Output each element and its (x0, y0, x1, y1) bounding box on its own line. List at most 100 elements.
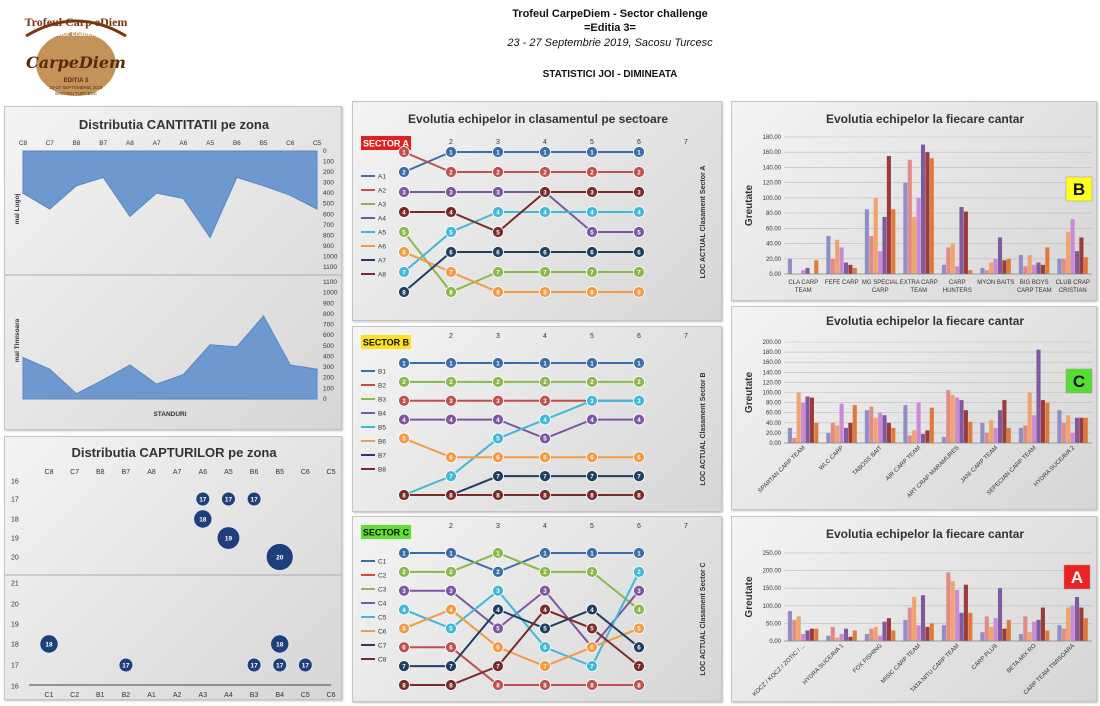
sector-marker-label: 4 (449, 209, 453, 216)
bar (852, 267, 857, 274)
chart-capturi: Distributia CAPTURILOR pe zona C8 C7 B8 B7 A8… (5, 445, 341, 699)
bar (869, 628, 874, 641)
sector-xtick-label: 6 (637, 139, 641, 146)
bar-category-label: CRISTIAN (1059, 288, 1087, 294)
bar (1061, 628, 1066, 641)
bar-ytick-label: 250.00 (763, 551, 782, 557)
capturi-ytick-label: 19 (11, 536, 19, 543)
sector-marker-label: 7 (590, 269, 594, 276)
bar (916, 197, 921, 274)
sector-series-line (404, 191, 639, 233)
sector-marker-label: 6 (590, 249, 594, 256)
sector-marker (586, 266, 598, 278)
bar (959, 207, 964, 274)
sector-marker (445, 146, 457, 158)
sector-marker-label: 8 (402, 289, 406, 296)
sector-marker (633, 470, 645, 483)
bar (925, 430, 930, 443)
sector-marker-label: 4 (496, 209, 500, 216)
area-category-label: B5 (260, 140, 268, 147)
bar (1066, 232, 1071, 274)
sector-xtick-label: 2 (449, 139, 453, 146)
sector-marker (633, 547, 645, 559)
sector-marker (633, 565, 645, 578)
bar (989, 626, 994, 641)
sector-marker (539, 679, 551, 691)
sector-marker (586, 451, 598, 464)
chart-cantitate: Distributia CANTITATII pe zona C8 C7 B8 B7 A8… (5, 117, 341, 418)
bar-ylabel: Greutate (744, 372, 755, 414)
bar (955, 397, 960, 443)
bar (1032, 621, 1037, 641)
area-point-top (182, 197, 184, 200)
sector-marker (492, 679, 504, 691)
bar (864, 209, 869, 274)
sector-marker (445, 286, 457, 298)
capturi-bubble-label: 19 (225, 536, 233, 543)
sector-marker-label: 2 (496, 569, 500, 576)
sector-marker-label: 2 (543, 569, 547, 576)
bar (920, 433, 926, 443)
area-ytick-label: 300 (323, 180, 334, 187)
capturi-category-label: A1 (147, 692, 156, 699)
bar-ytick-label: 60.00 (766, 411, 782, 417)
bar-category-label: CLA CARP (788, 280, 818, 286)
sector-marker (586, 489, 598, 501)
bar (886, 618, 891, 641)
bar (963, 584, 968, 641)
sector-legend-label: B4 (378, 411, 386, 418)
sector-marker-label: 8 (590, 289, 594, 296)
sector-xtick-label: 3 (496, 523, 500, 530)
bar-category-label: CARP (872, 288, 889, 294)
bar-category-label: MYON BAITS (977, 280, 1014, 286)
bar (1027, 392, 1032, 443)
sector-marker-label: 6 (402, 645, 406, 652)
bar (1040, 264, 1045, 274)
bar (891, 209, 896, 274)
capturi-category-label: B2 (122, 692, 131, 699)
sector-marker (586, 641, 598, 654)
panel-sector-c: SECTOR C 2 3 4 5 6 7 LOC ACTUAL Clasament Secto… (352, 516, 722, 702)
capturi-ytick-label: 19 (11, 622, 19, 629)
sector-marker (633, 266, 645, 278)
sector-marker (492, 470, 504, 483)
sector-marker (445, 584, 457, 597)
sector-marker-label: 6 (543, 455, 547, 462)
sector-marker (586, 413, 598, 426)
sector-marker (398, 413, 410, 426)
capturi-bubble (272, 657, 288, 673)
sector-marker-label: 2 (590, 169, 594, 176)
sector-marker (586, 206, 598, 218)
sector-marker (633, 679, 645, 691)
sector-legend-label: B2 (378, 383, 386, 390)
sector-series-line (403, 608, 640, 668)
sector-marker-label: 7 (637, 663, 641, 670)
bar-ytick-label: 140.00 (763, 165, 782, 171)
sector-marker (633, 622, 645, 635)
sector-legend-label: A2 (378, 188, 386, 195)
sector-series-line (403, 151, 639, 173)
sector-marker-label: 5 (543, 626, 547, 633)
bar (1018, 254, 1023, 274)
sector-marker (586, 660, 598, 673)
bar (869, 406, 874, 443)
area-ytick-label: 200 (323, 375, 334, 382)
header-title: Trofeul CarpeDiem - Sector challenge (512, 8, 708, 20)
sector-marker-label: 4 (402, 209, 406, 216)
event-logo: Trofeul Carp eDiem Sector challenge Carp… (6, 6, 146, 106)
sector-marker-label: 1 (637, 360, 641, 367)
bar (814, 628, 819, 641)
sector-marker-label: 8 (543, 492, 547, 499)
sector-marker (445, 489, 457, 501)
sector-marker (633, 394, 645, 407)
logo-sub-text: Sector challenge (48, 31, 104, 38)
sector-marker (445, 186, 457, 198)
bar-ytick-label: 0.00 (769, 639, 781, 645)
bar-ytick-label: 20.00 (766, 431, 782, 437)
sector-marker (539, 489, 551, 501)
bar (1045, 247, 1050, 274)
bar-badge-label: B (1073, 180, 1085, 199)
bar (903, 405, 908, 443)
bar (809, 628, 814, 641)
sector-marker (492, 489, 504, 501)
